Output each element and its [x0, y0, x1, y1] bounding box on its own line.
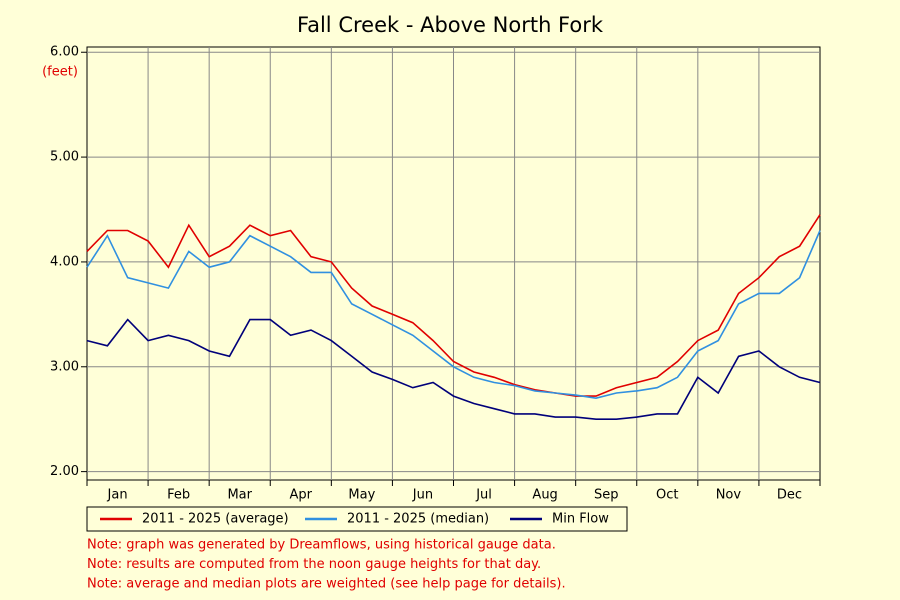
- x-tick-label: Dec: [777, 488, 802, 503]
- x-tick-label: Mar: [227, 488, 252, 503]
- x-tick-label: Jul: [475, 488, 492, 503]
- y-tick-label: 6.00: [50, 45, 79, 60]
- series-line: [86, 318, 821, 420]
- note: Note: average and median plots are weigh…: [87, 577, 566, 592]
- x-tick-label: Aug: [532, 488, 557, 503]
- y-tick-label: 3.00: [50, 359, 79, 374]
- note: Note: results are computed from the noon…: [87, 557, 541, 572]
- note: Note: graph was generated by Dreamflows,…: [87, 538, 556, 553]
- y-unit: (feet): [42, 65, 78, 80]
- x-tick-label: Jun: [412, 488, 433, 503]
- y-tick-label: 4.00: [50, 254, 79, 269]
- series-line: [86, 230, 821, 400]
- legend-label: Min Flow: [552, 512, 609, 527]
- x-tick-label: Sep: [594, 488, 619, 503]
- legend-label: 2011 - 2025 (average): [142, 512, 289, 527]
- x-tick-label: Feb: [167, 488, 190, 503]
- legend: [86, 506, 628, 532]
- y-tick-label: 2.00: [50, 464, 79, 479]
- x-tick-label: Apr: [290, 488, 313, 503]
- chart-title: Fall Creek - Above North Fork: [297, 13, 604, 37]
- legend-label: 2011 - 2025 (median): [347, 512, 489, 527]
- y-tick-label: 5.00: [50, 150, 79, 165]
- x-tick-label: Oct: [656, 488, 678, 503]
- x-tick-label: Jan: [107, 488, 128, 503]
- x-tick-label: Nov: [716, 488, 742, 503]
- series-line: [86, 214, 821, 397]
- x-tick-label: May: [348, 488, 375, 503]
